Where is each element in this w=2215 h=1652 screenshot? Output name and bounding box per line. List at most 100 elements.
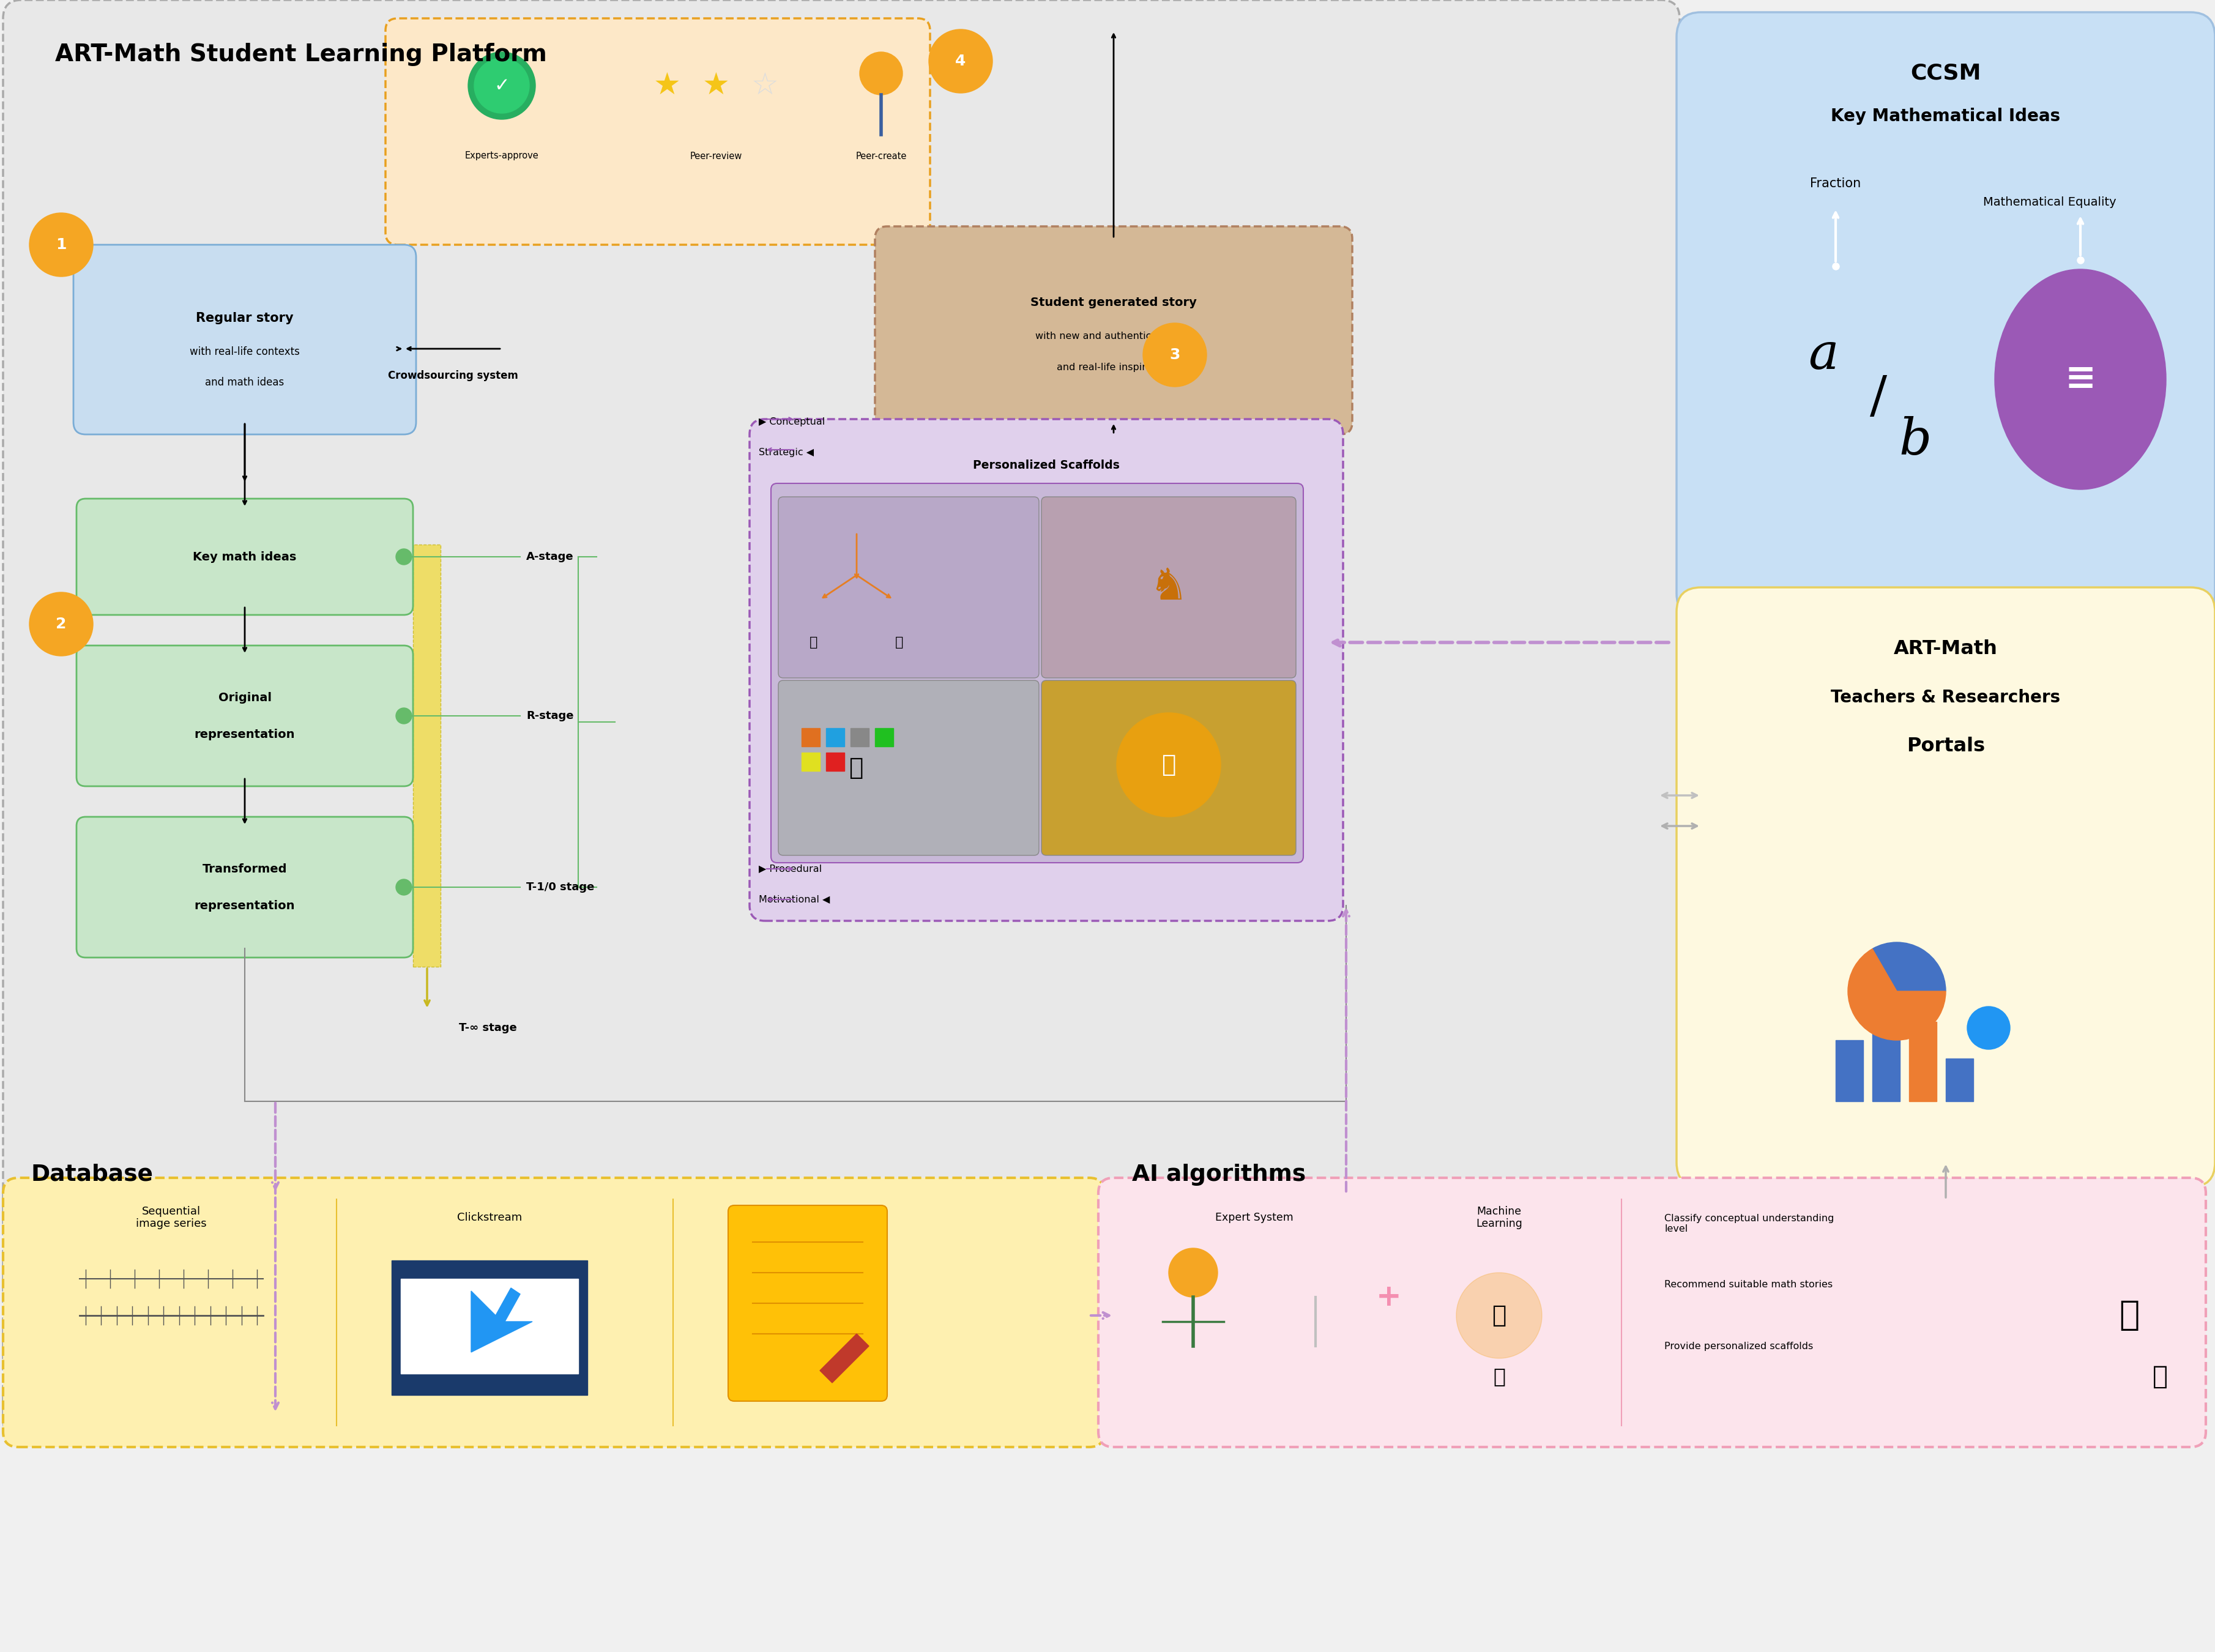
Text: ★: ★: [702, 71, 729, 101]
Text: Teachers & Researchers: Teachers & Researchers: [1832, 689, 2060, 705]
FancyBboxPatch shape: [78, 816, 412, 958]
Text: 🗒️: 🗒️: [851, 757, 864, 780]
Text: Machine
Learning: Machine Learning: [1475, 1206, 1522, 1229]
FancyBboxPatch shape: [2, 0, 1679, 1437]
Text: 🧠: 🧠: [2120, 1298, 2140, 1332]
FancyBboxPatch shape: [875, 226, 1351, 434]
Text: ▶ Conceptual: ▶ Conceptual: [760, 418, 824, 426]
Text: Peer-create: Peer-create: [855, 152, 906, 160]
Circle shape: [396, 879, 412, 895]
Text: Classify conceptual understanding
level: Classify conceptual understanding level: [1663, 1214, 1834, 1234]
Text: representation: representation: [195, 729, 295, 740]
Text: 3: 3: [1170, 347, 1181, 362]
Text: 🧠: 🧠: [1493, 1303, 1506, 1327]
FancyBboxPatch shape: [777, 497, 1039, 677]
Polygon shape: [820, 1333, 868, 1383]
Text: 👎: 👎: [895, 636, 904, 649]
Text: ▶ Procedural: ▶ Procedural: [760, 864, 822, 874]
Circle shape: [1967, 1006, 2009, 1049]
Text: Clickstream: Clickstream: [456, 1213, 523, 1222]
Text: Recommend suitable math stories: Recommend suitable math stories: [1663, 1280, 1832, 1290]
Text: and real-life inspiration: and real-life inspiration: [1057, 362, 1172, 372]
Text: ART-Math: ART-Math: [1894, 639, 1998, 657]
Text: ≡: ≡: [2064, 362, 2095, 398]
Text: 👍: 👍: [811, 636, 817, 649]
FancyBboxPatch shape: [771, 484, 1302, 862]
Text: T-∞ stage: T-∞ stage: [459, 1023, 516, 1034]
Bar: [851, 729, 868, 747]
Text: Key Mathematical Ideas: Key Mathematical Ideas: [1832, 107, 2060, 126]
Text: 📚: 📚: [1493, 1366, 1506, 1386]
Bar: [802, 729, 820, 747]
Circle shape: [467, 51, 536, 119]
Text: ART-Math Student Learning Platform: ART-Math Student Learning Platform: [55, 43, 547, 66]
Text: Portals: Portals: [1907, 737, 1985, 757]
FancyBboxPatch shape: [392, 1260, 587, 1394]
Text: Original: Original: [217, 692, 272, 704]
FancyBboxPatch shape: [401, 1279, 578, 1373]
Text: with new and authentic cultural: with new and authentic cultural: [1034, 332, 1192, 340]
Text: Experts-approve: Experts-approve: [465, 152, 538, 160]
Circle shape: [859, 51, 902, 94]
Bar: [1909, 1023, 1936, 1102]
Text: Fraction: Fraction: [1810, 177, 1861, 190]
Text: Provide personalized scaffolds: Provide personalized scaffolds: [1663, 1341, 1814, 1351]
Text: Regular story: Regular story: [195, 312, 295, 324]
FancyBboxPatch shape: [1677, 12, 2215, 618]
Ellipse shape: [1996, 269, 2166, 489]
FancyBboxPatch shape: [385, 18, 930, 244]
Text: Assessment
Data: Assessment Data: [775, 1206, 842, 1229]
FancyBboxPatch shape: [1099, 1178, 2206, 1447]
Text: Crowdsourcing system: Crowdsourcing system: [388, 370, 518, 382]
Text: T-1/0 stage: T-1/0 stage: [527, 882, 594, 892]
Polygon shape: [472, 1289, 532, 1353]
Circle shape: [928, 30, 992, 93]
Text: ✓: ✓: [494, 76, 509, 94]
Text: Expert System: Expert System: [1216, 1213, 1294, 1222]
Circle shape: [1170, 1249, 1218, 1297]
Text: ★: ★: [653, 71, 680, 101]
Text: +: +: [1376, 1282, 1402, 1312]
Text: b: b: [1898, 416, 1931, 464]
Bar: [1872, 1003, 1900, 1102]
Text: ☆: ☆: [751, 71, 780, 101]
Circle shape: [396, 709, 412, 724]
Circle shape: [474, 58, 529, 114]
Text: a: a: [1807, 330, 1838, 380]
FancyBboxPatch shape: [1041, 681, 1296, 856]
Text: with real-life contexts: with real-life contexts: [190, 347, 299, 357]
Bar: [826, 729, 844, 747]
Circle shape: [396, 548, 412, 565]
Text: Database: Database: [31, 1163, 153, 1186]
Text: 4: 4: [955, 55, 966, 68]
Circle shape: [1116, 712, 1220, 816]
Text: Peer-review: Peer-review: [689, 152, 742, 160]
Text: 💡: 💡: [2153, 1365, 2168, 1389]
Text: Key math ideas: Key math ideas: [193, 552, 297, 563]
Bar: [1836, 1041, 1863, 1102]
Wedge shape: [1847, 948, 1945, 1041]
Text: 2: 2: [55, 616, 66, 631]
Wedge shape: [1872, 942, 1945, 991]
Text: Personalized Scaffolds: Personalized Scaffolds: [972, 459, 1121, 471]
FancyBboxPatch shape: [78, 646, 412, 786]
Text: ♞: ♞: [1150, 567, 1189, 608]
Circle shape: [29, 213, 93, 276]
Text: R-stage: R-stage: [527, 710, 574, 722]
Bar: [826, 753, 844, 771]
Text: 👍: 👍: [1161, 753, 1176, 776]
FancyBboxPatch shape: [1041, 497, 1296, 677]
FancyBboxPatch shape: [412, 545, 441, 966]
Text: Student generated story: Student generated story: [1030, 297, 1196, 309]
FancyBboxPatch shape: [777, 681, 1039, 856]
FancyBboxPatch shape: [1677, 588, 2215, 1188]
Text: Motivational ◀: Motivational ◀: [760, 895, 831, 904]
Bar: [802, 753, 820, 771]
Text: and math ideas: and math ideas: [206, 377, 284, 388]
Bar: [1945, 1059, 1974, 1102]
Circle shape: [29, 593, 93, 656]
Text: Strategic ◀: Strategic ◀: [760, 448, 813, 458]
Text: Mathematical Equality: Mathematical Equality: [1982, 197, 2115, 208]
Text: Sequential
image series: Sequential image series: [135, 1206, 206, 1229]
FancyBboxPatch shape: [729, 1206, 888, 1401]
